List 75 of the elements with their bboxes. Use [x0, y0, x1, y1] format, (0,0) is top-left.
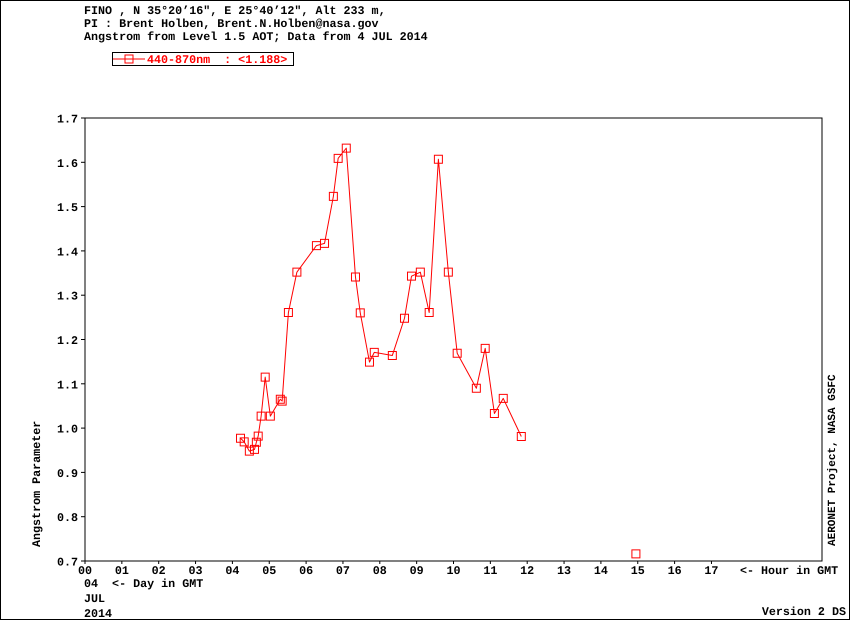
x-tick-label: 03	[188, 564, 203, 578]
point	[284, 308, 293, 317]
x-tick-label: 14	[594, 564, 608, 578]
point	[490, 408, 499, 418]
x-tick-label: 13	[557, 564, 572, 578]
point	[254, 432, 263, 441]
y-tick-label: 1.5	[56, 201, 78, 216]
x-tick-label: 15	[630, 564, 645, 578]
point	[312, 241, 321, 250]
point	[364, 358, 374, 367]
point	[498, 394, 508, 403]
point	[266, 412, 275, 421]
y-tick-label: 1.4	[56, 245, 78, 260]
point	[406, 272, 416, 281]
x-tick-label: 02	[152, 564, 166, 578]
point	[400, 314, 409, 323]
y-tick-label: 1.3	[56, 290, 78, 304]
point	[236, 434, 246, 443]
point	[256, 412, 266, 421]
point	[334, 154, 343, 163]
point	[388, 350, 397, 360]
legend-label: 440-870nm : <1.188>	[147, 53, 288, 67]
x-tick-label: 04	[225, 564, 240, 578]
point	[444, 268, 453, 277]
point	[342, 144, 351, 153]
x-tick-label: 11	[483, 564, 498, 578]
y-tick-label: 0.7	[56, 556, 78, 570]
point	[434, 154, 443, 164]
x-tick-label: 08	[372, 564, 387, 578]
point	[424, 308, 434, 317]
y-tick-label: 1.1	[56, 378, 78, 392]
x-tick-label: 09	[410, 564, 424, 578]
y-tick-label: 0.8	[56, 511, 78, 526]
y-tick-label: 1.6	[56, 156, 78, 171]
point	[252, 438, 261, 447]
point	[250, 444, 260, 454]
x-tick-label: 16	[668, 564, 682, 578]
text: Version 2 DS	[762, 605, 846, 619]
point	[472, 384, 481, 393]
point	[244, 446, 254, 456]
text: 04 <- Day in GMT	[84, 577, 204, 591]
point	[240, 437, 249, 446]
x-tick-label: 10	[446, 564, 461, 578]
point	[480, 344, 490, 353]
x-tick-label: 12	[520, 564, 534, 578]
point	[516, 432, 526, 442]
point	[350, 272, 360, 282]
y-tick-label: 1.2	[56, 334, 78, 348]
point	[370, 348, 379, 357]
y-tick-label: 1.7	[56, 112, 78, 126]
x-tick-label: 17	[704, 564, 718, 578]
text: AERONET Project, NASA GSFC	[827, 374, 839, 546]
x-tick-label: 06	[299, 564, 314, 578]
y-tick-label: 1.0	[56, 422, 78, 437]
x-axis-title: <- Hour in GMT	[740, 564, 838, 578]
chart-title: FINO , N 35°20’16", E 25°40’12", Alt 233 m,	[84, 4, 386, 18]
point	[452, 348, 462, 358]
chart-subtitle: PI : Brent Holben, Brent.N.Holben@nasa.gov Angstrom from Level 1.5 AOT; Data from 4 JUL 2014	[84, 17, 428, 44]
point	[260, 372, 270, 382]
x-tick-label: 05	[262, 564, 276, 578]
point	[276, 394, 285, 404]
point	[292, 268, 302, 277]
point	[278, 396, 287, 406]
x-tick-label: 07	[336, 564, 350, 578]
point	[416, 268, 425, 277]
text: 2014	[84, 607, 112, 620]
y-tick-label: 0.9	[56, 466, 78, 481]
text: JUL	[84, 592, 106, 606]
point	[328, 192, 338, 201]
x-tick-label: 01	[114, 564, 129, 578]
point	[631, 549, 640, 558]
point	[320, 238, 330, 248]
y-axis-title: Angstrom Parameter	[30, 420, 44, 547]
x-tick-label: 00	[78, 564, 92, 578]
point	[356, 308, 365, 318]
